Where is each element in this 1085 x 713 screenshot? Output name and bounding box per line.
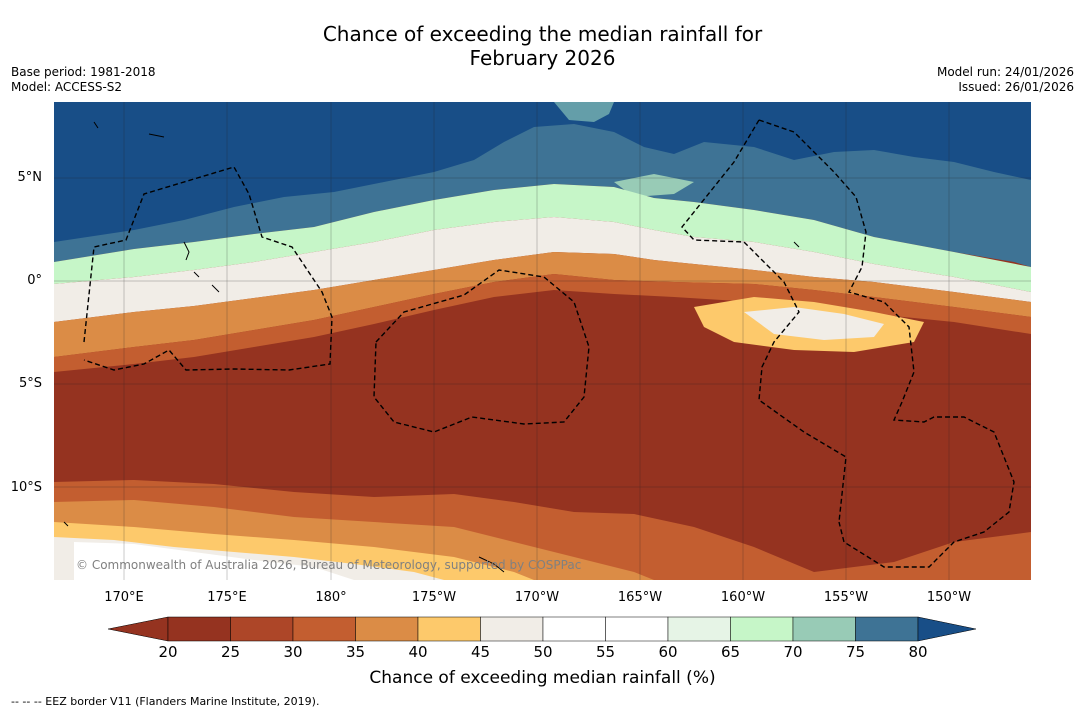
lon-label-150w: 150°W [926,590,972,605]
transition-band [54,184,1031,292]
lon-label-170w: 170°W [514,590,560,605]
colorbar-cell [355,616,419,642]
colorbar-tick-label: 50 [533,643,553,661]
very-wet-region [54,102,1031,242]
colorbar-tick-label: 80 [908,643,928,661]
lat-label-5s: 5°S [18,376,42,391]
map-canvas [54,102,1031,580]
copyright-notice: © Commonwealth of Australia 2026, Bureau… [76,558,582,572]
south-white-patch [74,542,354,580]
colorbar-tick-label: 70 [783,643,803,661]
wet-patch-2 [614,174,694,197]
chart-title: Chance of exceeding the median rainfall … [0,22,1085,70]
colorbar-tick-label: 60 [658,643,678,661]
colorbar-cell [230,616,294,642]
drier-band [54,274,1031,372]
neutral-band [54,217,1031,322]
colorbar-tick-label: 45 [470,643,491,661]
colorbar-tick-label: 75 [845,643,866,661]
title-line-2: February 2026 [469,46,616,70]
colorbar-cell [292,616,356,642]
lon-label-155w: 155°W [823,590,869,605]
eez-borders [83,119,1015,568]
run-info: Model run: 24/01/2026 Issued: 26/01/2026 [937,65,1074,95]
rainfall-map[interactable] [54,102,1031,580]
neutral-patch [744,307,884,340]
colorbar-tick-label: 30 [283,643,303,661]
model-run-text: Model run: 24/01/2026 [936,65,1074,79]
graticule [54,102,1031,580]
lon-label-170e: 170°E [104,590,144,605]
colorbar [108,616,977,642]
issued-text: Issued: 26/01/2026 [958,80,1074,94]
lon-label-175e: 175°E [207,590,247,605]
colorbar-tick-label: 40 [408,643,428,661]
colorbar-cell [480,616,544,642]
eez-footnote: -- -- -- EEZ border V11 (Flanders Marine… [11,695,320,708]
base-period-text: Base period: 1981-2018 [11,65,156,79]
colorbar-over-arrow [917,616,977,642]
colorbar-cell [730,616,794,642]
colorbar-tick-label: 65 [720,643,741,661]
colorbar-cell [605,616,669,642]
lon-label-165w: 165°W [617,590,663,605]
colorbar-cell [167,616,231,642]
colorbar-tick-label: 20 [158,643,178,661]
title-line-1: Chance of exceeding the median rainfall … [322,22,763,46]
lat-label-10s: 10°S [10,480,42,495]
lat-label-5n: 5°N [17,170,43,185]
model-info: Base period: 1981-2018 Model: ACCESS-S2 [11,65,156,95]
colorbar-title: Chance of exceeding median rainfall (%) [369,668,716,688]
colorbar-tick-label: 55 [595,643,616,661]
islands [63,121,800,573]
colorbar-cell [542,616,606,642]
colorbar-cell [417,616,481,642]
colorbar-under-arrow [108,616,169,642]
colorbar-tick-label: 25 [220,643,241,661]
lon-label-175w: 175°W [411,590,457,605]
lat-label-0: 0° [27,273,42,288]
colorbar-cell [792,616,856,642]
moderate-band [54,252,1031,357]
model-name-text: Model: ACCESS-S2 [11,80,123,94]
colorbar-cell [855,616,919,642]
colorbar-cells [167,616,919,642]
colorbar-tick-label: 35 [345,643,366,661]
colorbar-cell [667,616,731,642]
lon-label-160w: 160°W [720,590,766,605]
lon-label-180: 180° [315,590,347,605]
wet-patch [554,102,614,122]
